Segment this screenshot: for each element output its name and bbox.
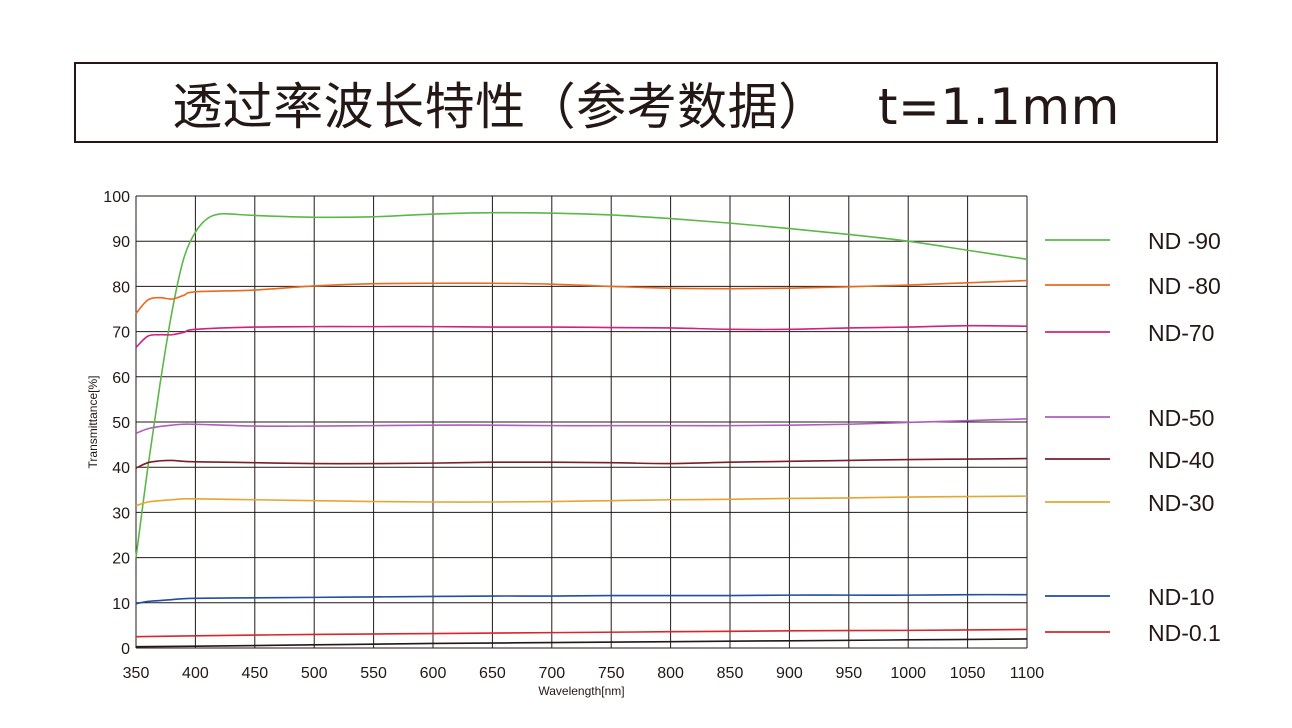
x-tick-label: 800 [657,665,684,682]
series-line [135,628,1028,638]
x-tick-label: 1050 [950,665,986,682]
x-tick-label: 850 [717,665,744,682]
x-tick-label: 350 [123,665,150,682]
x-tick-label: 550 [360,665,387,682]
x-tick-label: 1100 [1010,665,1045,682]
series-line [135,324,1028,348]
x-axis-label: Wavelength[nm] [538,684,624,698]
y-tick-label: 100 [103,189,130,206]
x-tick-label: 1000 [890,665,926,682]
legend-label: ND-30 [1148,490,1214,516]
y-tick-label: 50 [112,415,130,432]
y-tick-label: 70 [112,325,130,342]
x-tick-label: 600 [420,665,447,682]
series-line [135,279,1028,315]
x-tick-label: 700 [538,665,565,682]
legend-label: ND -90 [1148,228,1221,254]
y-axis-label: Transmittance[%] [86,376,100,469]
x-tick-label: 500 [301,665,328,682]
title-box: 透过率波长特性（参考数据） t=1.1mm [74,62,1218,143]
series-line [135,593,1028,605]
x-tick-label: 750 [598,665,625,682]
y-tick-label: 10 [112,596,130,613]
x-tick-label: 650 [479,665,506,682]
legend-label: ND-10 [1148,584,1214,610]
x-tick-label: 950 [835,665,862,682]
legend-label: ND-50 [1148,405,1214,431]
y-tick-label: 60 [112,370,130,387]
legend-label: ND -80 [1148,273,1221,299]
legend-label: ND-0.1 [1148,620,1221,646]
x-tick-label: 400 [182,665,209,682]
series-line [135,638,1028,648]
series-line [135,211,1028,558]
y-tick-label: 30 [112,505,130,522]
y-tick-label: 0 [121,641,130,658]
series-line [135,418,1028,435]
y-tick-label: 20 [112,551,130,568]
y-tick-label: 90 [112,234,130,251]
legend-label: ND-40 [1148,447,1214,473]
x-tick-label: 450 [241,665,268,682]
series-line [135,495,1028,507]
x-tick-label: 900 [776,665,803,682]
legend-label: ND-70 [1148,320,1214,346]
y-tick-label: 80 [112,279,130,296]
series-line [135,457,1028,469]
chart-title: 透过率波长特性（参考数据） t=1.1mm [172,77,1120,136]
y-tick-label: 40 [112,460,130,477]
